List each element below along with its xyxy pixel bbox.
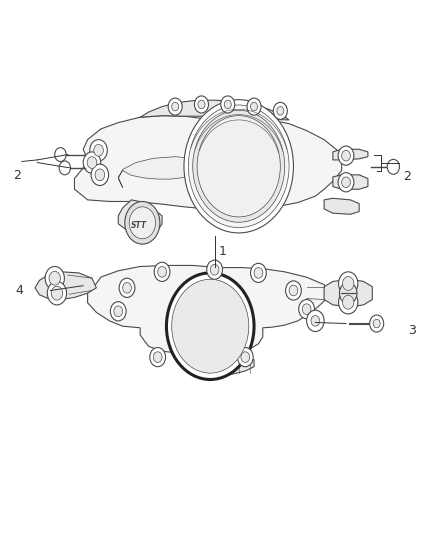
Circle shape xyxy=(47,281,67,305)
Text: STT: STT xyxy=(131,222,147,230)
Polygon shape xyxy=(118,157,206,188)
Circle shape xyxy=(286,281,301,300)
Circle shape xyxy=(339,290,358,314)
Circle shape xyxy=(45,266,64,290)
Circle shape xyxy=(251,263,266,282)
Circle shape xyxy=(210,264,219,275)
Circle shape xyxy=(119,278,135,297)
Circle shape xyxy=(339,282,357,304)
Circle shape xyxy=(251,102,258,111)
Circle shape xyxy=(198,100,205,109)
Circle shape xyxy=(302,304,311,314)
Circle shape xyxy=(172,279,249,373)
Polygon shape xyxy=(35,272,96,300)
Circle shape xyxy=(123,282,131,293)
Circle shape xyxy=(153,352,162,362)
Polygon shape xyxy=(333,149,368,160)
Circle shape xyxy=(110,302,126,321)
Circle shape xyxy=(343,277,354,290)
Circle shape xyxy=(247,98,261,115)
Circle shape xyxy=(224,100,231,109)
Circle shape xyxy=(387,159,399,174)
Text: 2: 2 xyxy=(13,169,21,182)
Polygon shape xyxy=(324,198,359,214)
Circle shape xyxy=(87,157,97,168)
Circle shape xyxy=(125,201,160,244)
Circle shape xyxy=(95,169,105,181)
Polygon shape xyxy=(74,116,342,210)
Circle shape xyxy=(188,105,289,228)
Polygon shape xyxy=(324,279,372,307)
Circle shape xyxy=(207,260,223,279)
Circle shape xyxy=(197,116,280,217)
Circle shape xyxy=(343,295,354,309)
Circle shape xyxy=(311,316,320,326)
Circle shape xyxy=(129,207,155,239)
Text: 2: 2 xyxy=(403,171,411,183)
Circle shape xyxy=(114,306,123,317)
Circle shape xyxy=(166,273,254,379)
Circle shape xyxy=(299,300,314,319)
Circle shape xyxy=(307,310,324,332)
Polygon shape xyxy=(88,265,328,362)
Circle shape xyxy=(172,102,179,111)
Circle shape xyxy=(158,266,166,277)
Text: 4: 4 xyxy=(16,284,24,297)
Circle shape xyxy=(55,148,66,161)
Circle shape xyxy=(91,164,109,185)
Circle shape xyxy=(241,352,250,362)
Circle shape xyxy=(51,286,63,300)
Polygon shape xyxy=(333,175,368,189)
Circle shape xyxy=(83,152,101,173)
Circle shape xyxy=(273,102,287,119)
Circle shape xyxy=(237,348,253,367)
Circle shape xyxy=(370,315,384,332)
Circle shape xyxy=(168,98,182,115)
Circle shape xyxy=(338,146,354,165)
Circle shape xyxy=(342,177,350,188)
Circle shape xyxy=(59,161,71,175)
Circle shape xyxy=(289,285,298,296)
Circle shape xyxy=(254,268,263,278)
Circle shape xyxy=(277,107,284,115)
Circle shape xyxy=(193,110,285,222)
Circle shape xyxy=(342,150,350,161)
Circle shape xyxy=(90,140,107,161)
Circle shape xyxy=(221,96,235,113)
Text: 1: 1 xyxy=(219,245,227,258)
Circle shape xyxy=(338,173,354,192)
Circle shape xyxy=(154,262,170,281)
Polygon shape xyxy=(193,356,254,375)
Polygon shape xyxy=(140,100,289,120)
Circle shape xyxy=(194,96,208,113)
Circle shape xyxy=(339,272,358,295)
Polygon shape xyxy=(118,200,162,233)
Circle shape xyxy=(94,144,103,156)
Circle shape xyxy=(373,319,380,328)
Text: 3: 3 xyxy=(408,324,416,337)
Circle shape xyxy=(49,271,60,285)
Circle shape xyxy=(150,348,166,367)
Circle shape xyxy=(184,100,293,233)
